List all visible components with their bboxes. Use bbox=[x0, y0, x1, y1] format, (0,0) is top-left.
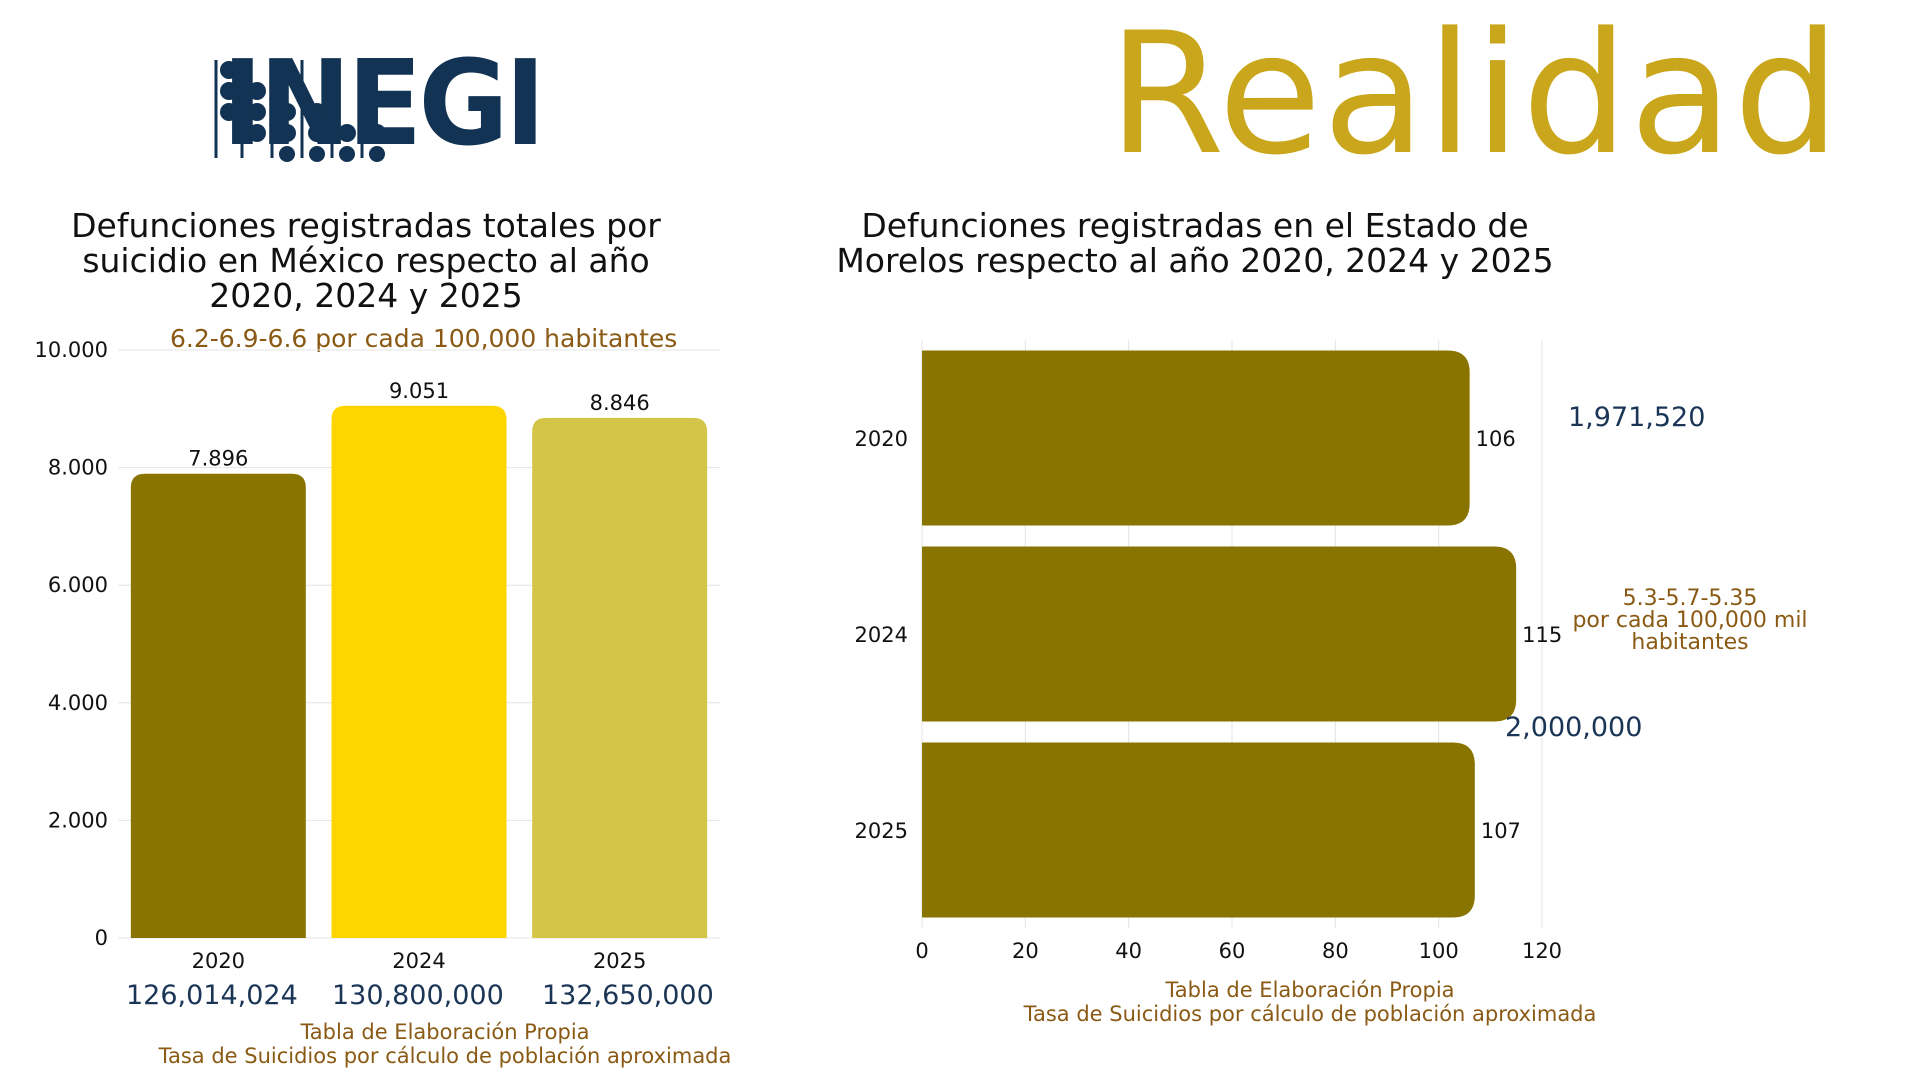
y-tick-label: 2020 bbox=[855, 427, 908, 451]
x-tick-label: 60 bbox=[1219, 939, 1246, 963]
data-label: 107 bbox=[1481, 819, 1521, 843]
right-rate-line2: por cada 100,000 mil bbox=[1572, 608, 1808, 633]
logo-wordmark: INEGI bbox=[222, 34, 546, 172]
mexico-bar-chart: 0 2.000 4.000 6.000 8.000 10.000 7.896 2020 9.05… bbox=[35, 338, 720, 973]
y-tick-label: 2025 bbox=[855, 819, 908, 843]
data-label: 106 bbox=[1476, 427, 1516, 451]
y-tick-label: 0 bbox=[95, 926, 108, 950]
population-2024-morelos: 2,000,000 bbox=[1505, 712, 1643, 743]
morelos-bar-chart: 0 20 40 60 80 100 120 106 2020 115 2024 107 2025 bbox=[855, 340, 1562, 963]
data-label: 9.051 bbox=[389, 379, 449, 403]
left-source-line1: Tabla de Elaboración Propia bbox=[300, 1020, 590, 1044]
x-tick-label: 0 bbox=[915, 939, 928, 963]
x-tick-label: 80 bbox=[1322, 939, 1349, 963]
bar-2024 bbox=[922, 546, 1517, 722]
inegi-logo bbox=[214, 60, 386, 162]
population-2025: 132,650,000 bbox=[542, 980, 714, 1011]
y-tick-label: 10.000 bbox=[35, 338, 108, 362]
x-tick-label: 2025 bbox=[593, 949, 646, 973]
x-tick-label: 20 bbox=[1012, 939, 1039, 963]
bar-2025 bbox=[532, 417, 708, 938]
bar-2024 bbox=[331, 405, 507, 938]
population-2020: 126,014,024 bbox=[126, 980, 298, 1011]
x-tick-label: 40 bbox=[1115, 939, 1142, 963]
right-chart-title: Defunciones registradas en el Estado de … bbox=[836, 206, 1554, 280]
y-tick-label: 6.000 bbox=[48, 573, 108, 597]
data-label: 115 bbox=[1522, 623, 1562, 647]
right-rate-line3: habitantes bbox=[1631, 630, 1749, 655]
x-tick-label: 100 bbox=[1419, 939, 1459, 963]
left-source-note: Tabla de Elaboración Propia Tasa de Suic… bbox=[100, 1020, 790, 1068]
population-2024: 130,800,000 bbox=[332, 980, 504, 1011]
right-rate-note: 5.3-5.7-5.35 por cada 100,000 mil habita… bbox=[1540, 588, 1840, 654]
x-tick-label: 2020 bbox=[192, 949, 245, 973]
right-source-line2: Tasa de Suicidios por cálculo de poblaci… bbox=[1023, 1002, 1597, 1026]
bar-2025 bbox=[922, 742, 1475, 918]
y-tick-label: 4.000 bbox=[48, 691, 108, 715]
data-label: 7.896 bbox=[188, 447, 248, 471]
left-source-line2: Tasa de Suicidios por cálculo de poblaci… bbox=[158, 1044, 732, 1068]
y-tick-label: 8.000 bbox=[48, 456, 108, 480]
bar-2020 bbox=[130, 473, 306, 938]
y-tick-label: 2.000 bbox=[48, 808, 108, 832]
data-label: 8.846 bbox=[590, 391, 650, 415]
left-chart-title: Defunciones registradas totales por suic… bbox=[71, 206, 661, 315]
y-tick-label: 2024 bbox=[855, 623, 908, 647]
population-2020-morelos: 1,971,520 bbox=[1568, 402, 1706, 433]
right-rate-line1: 5.3-5.7-5.35 bbox=[1622, 586, 1758, 611]
left-rate-note: 6.2-6.9-6.6 por cada 100,000 habitantes bbox=[170, 324, 678, 353]
right-source-line1: Tabla de Elaboración Propia bbox=[1165, 978, 1455, 1002]
x-tick-label: 2024 bbox=[392, 949, 445, 973]
headline: Realidad bbox=[1108, 0, 1842, 192]
right-source-note: Tabla de Elaboración Propia Tasa de Suic… bbox=[940, 978, 1680, 1026]
bar-2020 bbox=[922, 350, 1470, 526]
x-tick-label: 120 bbox=[1522, 939, 1562, 963]
